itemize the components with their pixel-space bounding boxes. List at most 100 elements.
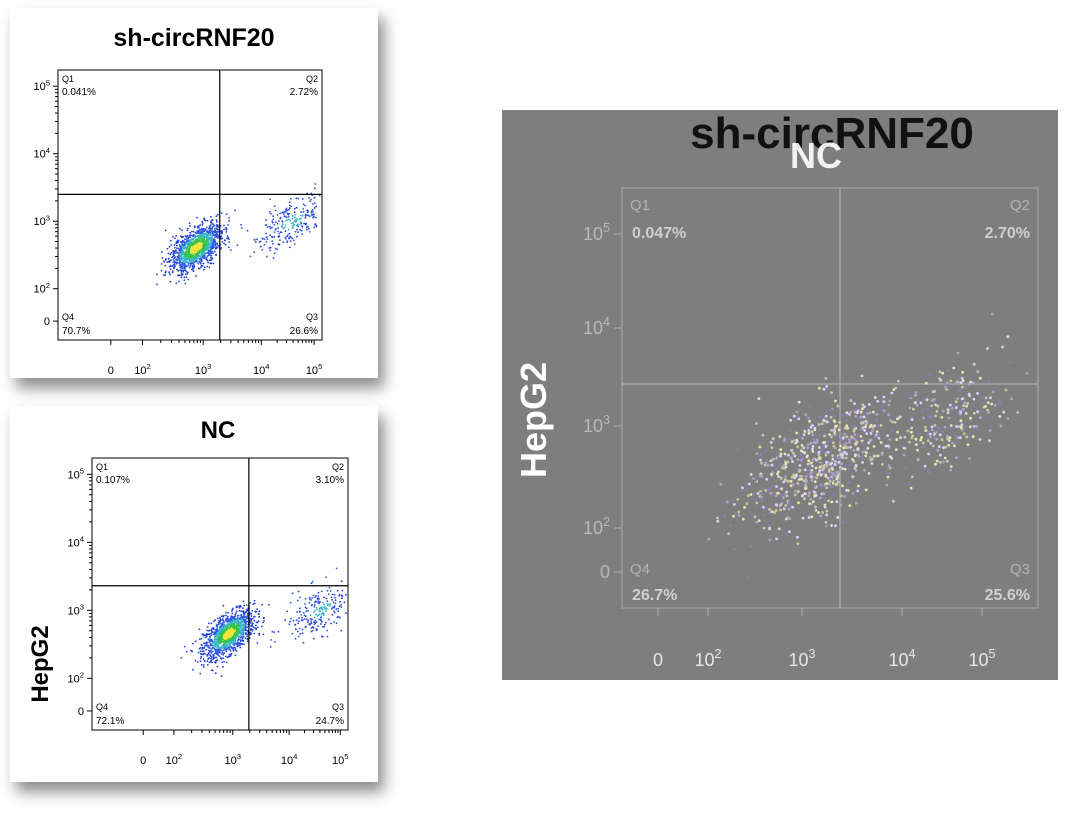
event-dot [173, 265, 176, 268]
overlay-event-dot [814, 471, 817, 475]
event-dot [302, 203, 305, 206]
overlay-event-dot [854, 443, 858, 446]
event-dot [238, 606, 241, 609]
event-dot [207, 227, 210, 230]
event-dot [249, 617, 251, 620]
event-dot [333, 605, 336, 608]
event-dot [314, 223, 317, 226]
event-dot [202, 262, 205, 265]
overlay-event-dot [765, 505, 769, 509]
overlay-event-dot [754, 479, 758, 482]
event-dot [209, 228, 212, 231]
x-tick-label: 104 [281, 752, 298, 767]
overlay-event-dot [818, 469, 822, 473]
overlay-event-dot [922, 416, 925, 420]
event-dot [339, 600, 341, 603]
overlay-event-dot [813, 486, 817, 489]
event-dot [242, 626, 245, 629]
event-dot [173, 246, 176, 249]
event-dot [232, 619, 235, 622]
event-dot [212, 644, 215, 647]
overlay-event-dot [809, 425, 813, 429]
event-dot [200, 242, 203, 245]
event-dot [307, 225, 309, 228]
overlay-event-dot [753, 515, 757, 519]
event-dot [302, 641, 305, 644]
event-dot [258, 634, 261, 636]
event-dot [183, 257, 186, 260]
event-dot [282, 211, 284, 214]
overlay-event-dot [827, 468, 831, 471]
overlay-event-dot [879, 424, 883, 427]
event-dot [194, 257, 197, 259]
event-dot [184, 235, 187, 237]
event-dot [272, 257, 275, 259]
event-dot [271, 240, 274, 243]
overlay-event-dot [867, 441, 871, 445]
event-dot [302, 210, 305, 213]
event-dot [270, 639, 272, 641]
event-dot [207, 261, 210, 264]
overlay-event-dot [792, 473, 796, 477]
overlay-event-dot [791, 483, 795, 486]
event-dot [323, 626, 326, 628]
event-dot [203, 239, 205, 242]
overlay-event-dot [780, 487, 783, 491]
overlay-event-dot [853, 433, 857, 436]
event-dot [320, 623, 322, 625]
event-dot [234, 654, 237, 657]
event-dot [240, 639, 243, 642]
overlay-event-dot [764, 489, 767, 492]
overlay-event-dot [770, 510, 774, 514]
event-dot [224, 239, 227, 242]
overlay-event-dot [955, 456, 958, 460]
overlay-event-dot [841, 413, 845, 417]
event-dot [209, 262, 212, 265]
overlay-event-dot [814, 475, 818, 479]
overlay-event-dot [737, 510, 741, 514]
overlay-event-dot [813, 480, 817, 484]
overlay-event-dot [790, 475, 794, 479]
overlay-event-dot [910, 418, 914, 421]
event-dot [265, 255, 268, 258]
overlay-event-dot [855, 501, 858, 505]
overlay-event-dot [877, 432, 881, 436]
event-dot [268, 211, 271, 213]
event-dot [294, 638, 297, 640]
overlay-event-dot [847, 481, 851, 484]
overlay-event-dot [794, 489, 797, 493]
overlay-event-dot [857, 453, 860, 457]
overlay-event-dot [866, 412, 869, 415]
event-dot [222, 635, 225, 637]
overlay-event-dot [814, 451, 818, 455]
overlay-event-dot [946, 411, 950, 415]
overlay-event-dot [793, 454, 797, 458]
event-dot [292, 221, 294, 224]
overlay-event-dot [848, 438, 851, 441]
overlay-event-dot [845, 418, 849, 422]
overlay-event-dot [843, 463, 847, 467]
event-dot [245, 617, 248, 620]
event-dot [310, 627, 313, 629]
overlay-event-dot [759, 453, 763, 456]
overlay-event-dot [935, 459, 939, 463]
overlay-event-dot [870, 457, 874, 461]
event-dot [291, 632, 294, 635]
event-dot [246, 614, 249, 616]
event-dot [225, 649, 228, 651]
event-dot [183, 279, 186, 282]
event-dot [211, 628, 213, 630]
overlay-event-dot [876, 424, 880, 428]
overlay-event-dot [889, 419, 892, 422]
overlay-event-dot [857, 433, 861, 437]
event-dot [228, 219, 231, 222]
event-dot [213, 638, 216, 641]
event-dot [241, 625, 243, 628]
overlay-event-dot [813, 494, 817, 498]
overlay-event-dot [887, 464, 891, 467]
event-dot [234, 634, 237, 637]
event-dot [177, 269, 180, 272]
event-dot [169, 260, 171, 262]
event-dot [210, 254, 213, 257]
event-dot [231, 641, 234, 644]
